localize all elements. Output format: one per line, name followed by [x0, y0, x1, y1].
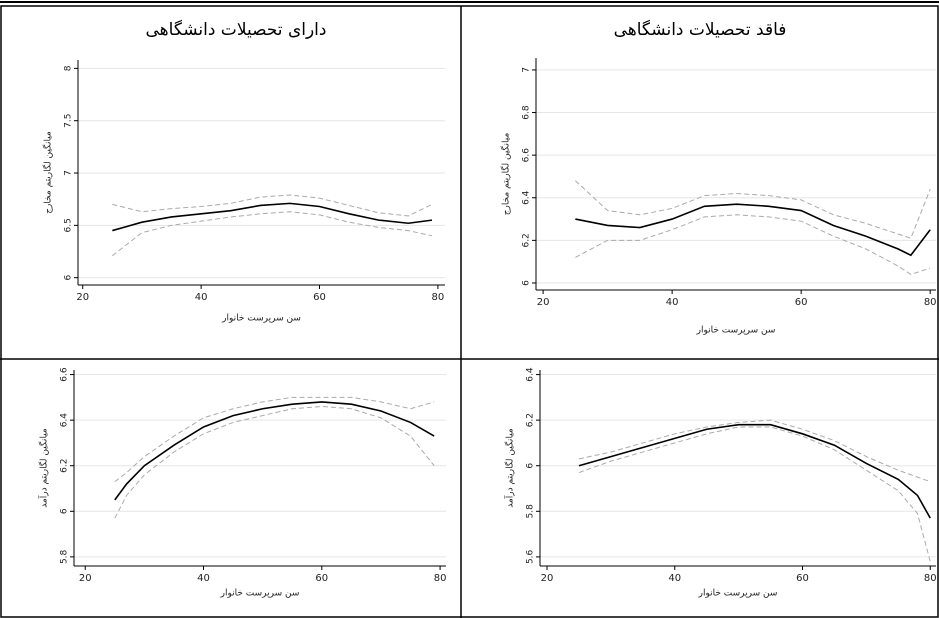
x-tick-label: 80: [432, 292, 445, 303]
y-axis-label: میانگین لگاریتم درآمد: [38, 428, 50, 508]
x-tick-label: 20: [537, 297, 550, 308]
x-tick-label: 40: [195, 292, 208, 303]
line: [578, 419, 931, 483]
line: [112, 202, 433, 232]
x-tick-label: 40: [666, 297, 679, 308]
line: [578, 426, 931, 562]
y-axis-label: میانگین لگاریتم درآمد: [504, 428, 516, 508]
x-axis-label: سن سرپرست خانوار: [698, 589, 778, 599]
table-border: [0, 5, 939, 618]
x-tick-label: 40: [197, 573, 210, 584]
y-tick-label: 7.5: [64, 114, 74, 128]
y-tick-label: 6.2: [522, 233, 532, 247]
y-tick-label: 6: [60, 508, 70, 514]
line: [575, 180, 931, 239]
y-tick-label: 6: [526, 463, 536, 469]
line: [114, 405, 435, 519]
x-axis-label: سن سرپرست خانوار: [221, 314, 301, 324]
x-tick-label: 20: [76, 292, 89, 303]
y-tick-label: 6.6: [60, 367, 70, 382]
y-tick-label: 6.2: [526, 413, 536, 427]
line: [114, 401, 435, 501]
y-tick-label: 6.4: [60, 413, 70, 428]
y-tick-label: 6.6: [522, 148, 532, 163]
line: [578, 423, 931, 519]
y-tick-label: 6.2: [60, 459, 70, 473]
x-tick-label: 80: [924, 297, 937, 308]
y-tick-label: 6.4: [522, 190, 532, 205]
x-tick-label: 80: [924, 573, 937, 584]
y-tick-label: 5.8: [526, 504, 536, 519]
x-axis-label: سن سرپرست خانوار: [220, 589, 300, 599]
y-tick-label: 6.8: [522, 105, 532, 120]
y-tick-label: 5.8: [60, 549, 70, 564]
x-tick-label: 20: [541, 573, 554, 584]
y-tick-label: 6.4: [526, 367, 536, 382]
y-axis-label: میانگین لگاریتم مخارج: [42, 131, 54, 214]
line: [575, 214, 931, 275]
x-tick-label: 60: [313, 292, 326, 303]
line: [575, 203, 931, 257]
x-tick-label: 40: [668, 573, 681, 584]
column-header: دارای تحصیلات دانشگاهی: [146, 19, 327, 40]
x-axis-label: سن سرپرست خانوار: [696, 326, 776, 336]
y-tick-label: 8: [64, 65, 74, 71]
y-tick-label: 6.5: [64, 218, 74, 232]
line: [114, 396, 435, 483]
y-tick-label: 6: [522, 280, 532, 286]
y-tick-label: 7: [64, 170, 74, 176]
line: [112, 194, 433, 217]
y-tick-label: 7: [522, 67, 532, 73]
x-tick-label: 60: [315, 573, 328, 584]
y-tick-label: 5.6: [526, 549, 536, 564]
x-tick-label: 20: [79, 573, 92, 584]
x-tick-label: 60: [796, 573, 809, 584]
x-tick-label: 60: [795, 297, 808, 308]
column-header: فاقد تحصیلات دانشگاهی: [614, 19, 787, 40]
y-tick-label: 6: [64, 275, 74, 281]
x-tick-label: 80: [434, 573, 447, 584]
line: [112, 211, 433, 257]
y-axis-label: میانگین لگاریتم مخارج: [500, 133, 512, 216]
